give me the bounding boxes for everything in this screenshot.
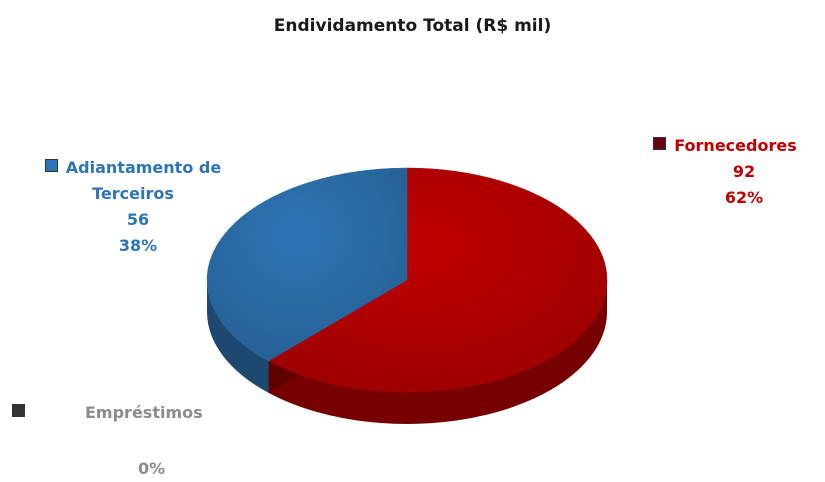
label-fornecedores-name: Fornecedores [674, 136, 797, 155]
legend-key-fornecedores [653, 137, 667, 150]
label-fornecedores-value: 92 [732, 162, 756, 181]
label-adiantamento-name: Adiantamento de Terceiros [65, 158, 222, 203]
pie-slice-1 [206, 167, 408, 362]
label-fornecedores: Fornecedores 92 62% [625, 133, 825, 211]
pie-side-1-0 [207, 280, 269, 393]
pie-slice-0 [268, 167, 608, 393]
chart-title: Endividamento Total (R$ mil) [273, 16, 552, 36]
legend-key-emprestimos [12, 404, 25, 417]
legend-key-adiantamento [44, 159, 58, 172]
label-adiantamento-value: 56 [126, 210, 150, 229]
label-emprestimos-percent: 0% [138, 459, 166, 478]
label-emprestimos-name: Empréstimos [85, 403, 203, 422]
label-emprestimos: Empréstimos 0% [12, 400, 232, 482]
label-adiantamento: Adiantamento de Terceiros 56 38% [28, 155, 238, 259]
label-adiantamento-percent: 38% [118, 236, 158, 255]
label-fornecedores-percent: 62% [724, 188, 764, 207]
